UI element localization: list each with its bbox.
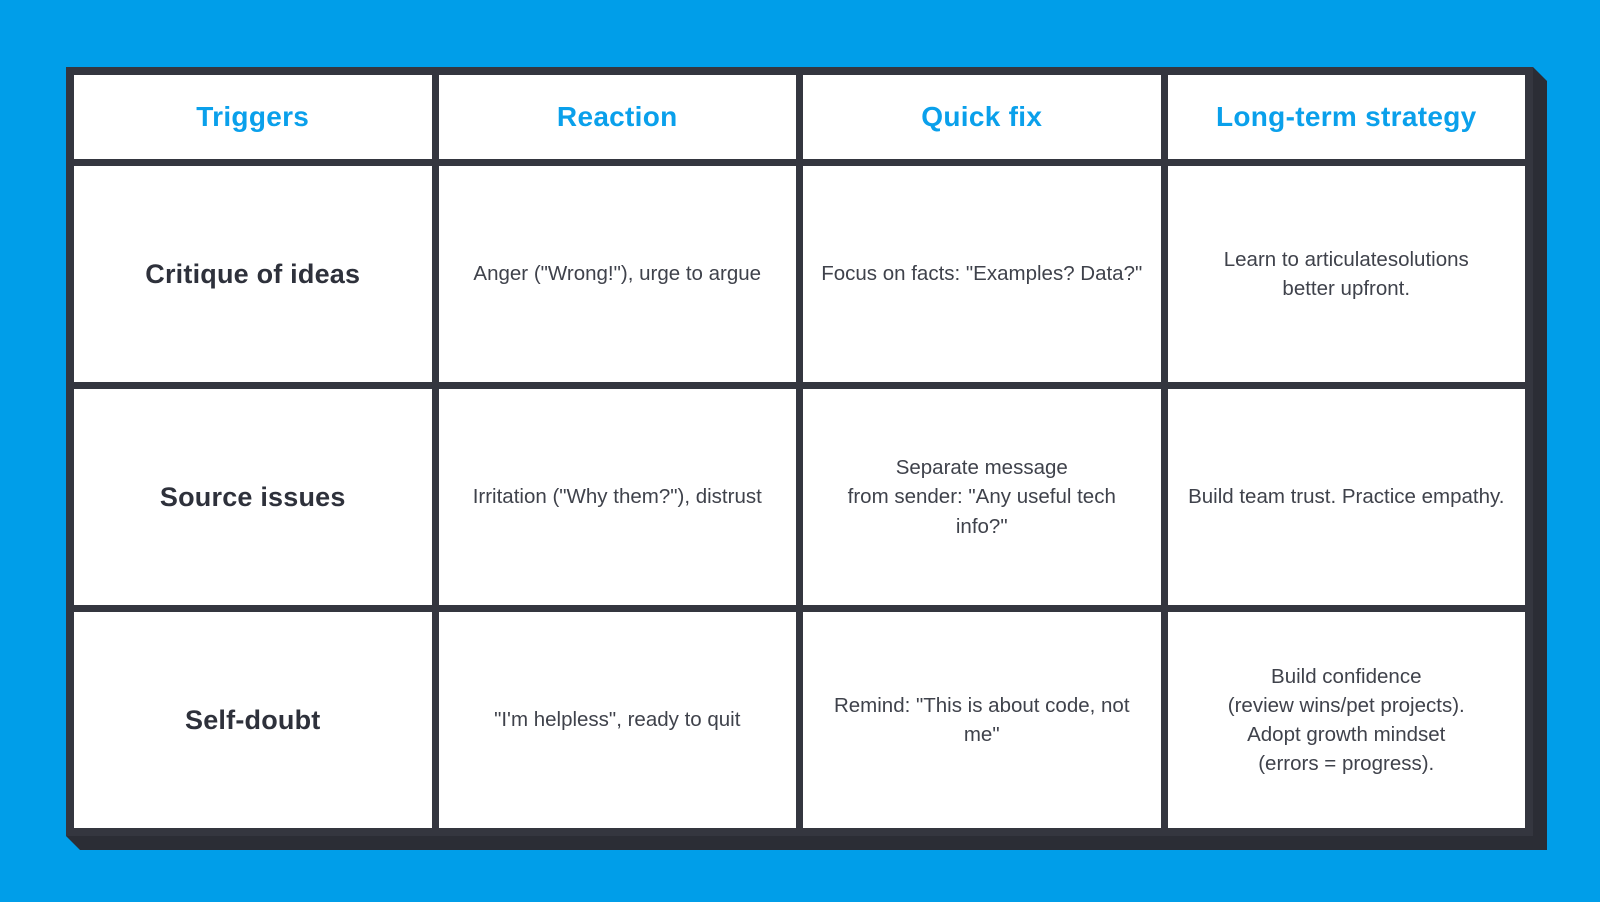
row3-reaction-cell: "I'm helpless", ready to quit (438, 612, 796, 828)
row1-long-term-cell: Learn to articulatesolutions better upfr… (1167, 166, 1525, 382)
header-cell-triggers: Triggers (74, 75, 432, 159)
triggers-table: Triggers Reaction Quick fix Long-term st… (66, 67, 1533, 836)
row3-trigger-cell: Self-doubt (74, 612, 432, 828)
row1-quick-fix-cell: Focus on facts: "Examples? Data?" (803, 166, 1161, 382)
table-grid: Triggers Reaction Quick fix Long-term st… (66, 67, 1533, 836)
row2-quick-fix-cell: Separate message from sender: "Any usefu… (803, 389, 1161, 605)
row2-long-term-cell: Build team trust. Practice empathy. (1167, 389, 1525, 605)
row1-reaction-cell: Anger ("Wrong!"), urge to argue (438, 166, 796, 382)
row2-trigger-cell: Source issues (74, 389, 432, 605)
row3-quick-fix-cell: Remind: "This is about code, not me" (803, 612, 1161, 828)
row3-long-term-cell: Build confidence (review wins/pet projec… (1167, 612, 1525, 828)
header-cell-quick-fix: Quick fix (803, 75, 1161, 159)
header-cell-long-term: Long-term strategy (1167, 75, 1525, 159)
header-cell-reaction: Reaction (438, 75, 796, 159)
row1-trigger-cell: Critique of ideas (74, 166, 432, 382)
row2-reaction-cell: Irritation ("Why them?"), distrust (438, 389, 796, 605)
